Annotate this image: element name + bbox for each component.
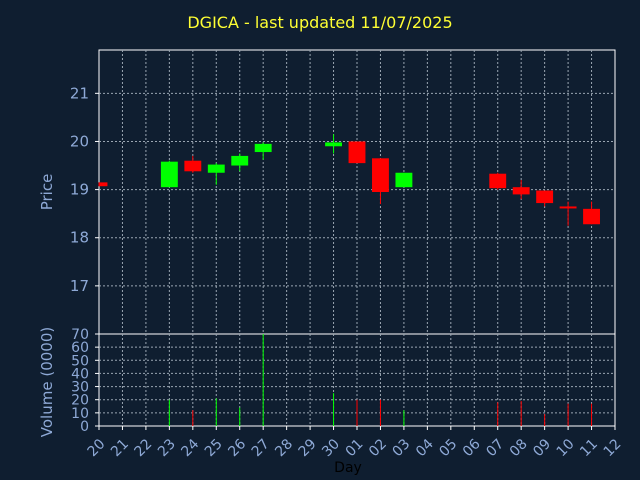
volume-tick-label: 70 <box>71 327 89 343</box>
candle-body-09 <box>536 190 554 204</box>
candle-body-10 <box>559 206 577 209</box>
x-tick-label: 23 <box>155 436 179 460</box>
x-tick-label: 09 <box>530 436 554 460</box>
x-tick-label: 08 <box>507 436 531 460</box>
candle-body-01 <box>348 141 366 164</box>
x-tick-label: 24 <box>178 436 202 460</box>
x-tick-label: 01 <box>343 436 367 460</box>
x-tick-label: 06 <box>460 436 484 460</box>
x-tick-label: 25 <box>202 436 226 460</box>
candle-body-11 <box>583 208 600 225</box>
volume-axis-title: Volume (0000) <box>38 327 56 437</box>
candle-body-03 <box>395 172 413 188</box>
candle-body-25 <box>207 164 225 173</box>
candle-body-08 <box>512 187 530 195</box>
x-axis-title: Day <box>334 460 362 476</box>
x-tick-label: 03 <box>390 436 414 460</box>
volume-tick-label: 50 <box>71 353 89 369</box>
chart-title: DGICA - last updated 11/07/2025 <box>187 13 453 32</box>
volume-tick-label: 30 <box>71 380 89 396</box>
candle-body-02 <box>372 158 389 192</box>
price-tick-label: 18 <box>70 229 89 247</box>
volume-tick-label: 40 <box>71 366 89 382</box>
x-tick-label: 11 <box>577 436 601 460</box>
volume-tick-label: 20 <box>71 393 89 409</box>
x-tick-label: 22 <box>132 436 156 460</box>
x-tick-label: 26 <box>225 436 249 460</box>
candle-body-30 <box>325 142 342 147</box>
candle-body-24 <box>184 160 202 172</box>
x-tick-label: 10 <box>554 436 578 460</box>
x-tick-label: 29 <box>296 436 320 460</box>
x-tick-label: 12 <box>601 436 625 460</box>
volume-tick-label: 10 <box>71 406 89 422</box>
price-axis-title: Price <box>38 174 56 211</box>
candle-body-27 <box>254 143 272 153</box>
volume-tick-label: 0 <box>80 419 89 435</box>
x-tick-label: 02 <box>366 436 390 460</box>
price-tick-label: 21 <box>70 84 89 102</box>
x-tick-label: 27 <box>249 436 273 460</box>
x-tick-label: 20 <box>85 436 109 460</box>
candle-body-20 <box>99 182 108 187</box>
volume-tick-label: 60 <box>71 340 89 356</box>
price-tick-label: 17 <box>70 277 89 295</box>
x-tick-label: 21 <box>108 436 132 460</box>
x-tick-label: 28 <box>272 436 296 460</box>
x-tick-label: 07 <box>483 436 507 460</box>
candle-body-26 <box>231 155 249 166</box>
price-tick-label: 19 <box>70 181 89 199</box>
candle-body-07 <box>489 173 507 189</box>
x-tick-label: 04 <box>413 436 437 460</box>
price-tick-label: 20 <box>70 132 89 150</box>
candle-body-23 <box>160 161 178 188</box>
x-tick-label: 05 <box>436 436 460 460</box>
x-tick-label: 30 <box>319 436 343 460</box>
